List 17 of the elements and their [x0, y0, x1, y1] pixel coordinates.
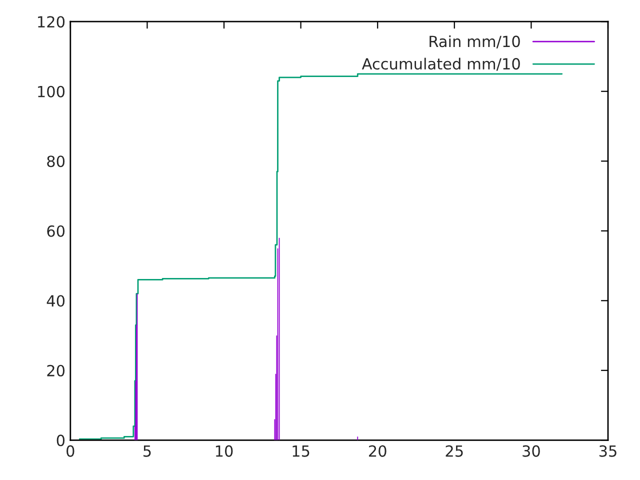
x-tick-label: 10	[216, 445, 233, 457]
x-tick-label: 35	[599, 445, 616, 457]
x-tick-label: 15	[292, 445, 310, 457]
x-tick-label: 5	[144, 445, 151, 457]
y-tick-label: 40	[46, 295, 65, 307]
legend-label: Rain mm/10	[430, 35, 520, 48]
y-tick-label: 0	[56, 434, 65, 446]
x-tick-label: 20	[369, 445, 386, 457]
y-tick-label: 80	[47, 156, 65, 168]
x-tick-label: 0	[66, 445, 74, 457]
x-tick-label: 25	[446, 445, 463, 457]
y-tick-label: 100	[38, 86, 65, 98]
y-tick-label: 60	[47, 225, 65, 237]
y-tick-label: 20	[47, 364, 65, 376]
legend-label: Accumulated mm/10	[362, 58, 520, 71]
y-tick-label: 120	[38, 16, 65, 28]
x-tick-label: 30	[522, 445, 540, 457]
